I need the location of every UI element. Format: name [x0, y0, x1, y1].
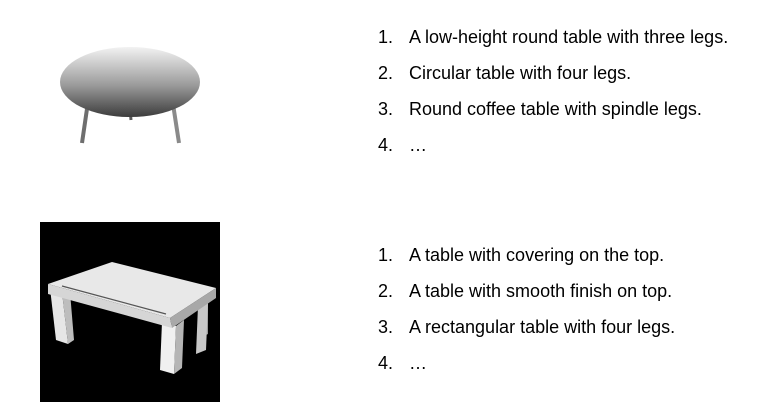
caption-list-2: 1. A table with covering on the top. 2. … [378, 245, 675, 389]
table-top [48, 262, 216, 318]
list-item: 2. A table with smooth finish on top. [378, 281, 675, 317]
list-item: 4. … [378, 135, 728, 171]
caption-list-1: 1. A low-height round table with three l… [378, 27, 728, 171]
list-number: 3. [378, 99, 394, 119]
table-leg [50, 288, 68, 344]
table-apron [48, 284, 172, 328]
caption-text: Round coffee table with spindle legs. [409, 99, 702, 119]
list-number: 3. [378, 317, 394, 337]
list-number: 1. [378, 245, 394, 265]
list-item: 1. A low-height round table with three l… [378, 27, 728, 63]
caption-text: A table with smooth finish on top. [409, 281, 673, 301]
list-item: 2. Circular table with four legs. [378, 63, 728, 99]
table-leg [62, 292, 74, 344]
list-number: 2. [378, 63, 394, 83]
list-item: 4. … [378, 353, 675, 389]
list-number: 4. [378, 353, 394, 373]
list-item: 1. A table with covering on the top. [378, 245, 675, 281]
round-table-image [55, 40, 205, 150]
table-leg [196, 302, 208, 354]
table-cover-line [61, 285, 167, 315]
caption-text: A low-height round table with three legs… [409, 27, 729, 47]
caption-text: … [409, 353, 427, 373]
rectangular-table-image [40, 222, 220, 402]
table-leg [174, 320, 184, 374]
list-number: 4. [378, 135, 394, 155]
table-leg [171, 103, 181, 144]
table-top [60, 47, 200, 117]
list-item: 3. Round coffee table with spindle legs. [378, 99, 728, 135]
caption-text: A rectangular table with four legs. [409, 317, 676, 337]
caption-text: A table with covering on the top. [409, 245, 665, 265]
table-apron [170, 288, 216, 328]
caption-text: … [409, 135, 427, 155]
list-number: 2. [378, 281, 394, 301]
list-number: 1. [378, 27, 394, 47]
table-leg [160, 322, 176, 374]
list-item: 3. A rectangular table with four legs. [378, 317, 675, 353]
caption-text: Circular table with four legs. [409, 63, 632, 83]
